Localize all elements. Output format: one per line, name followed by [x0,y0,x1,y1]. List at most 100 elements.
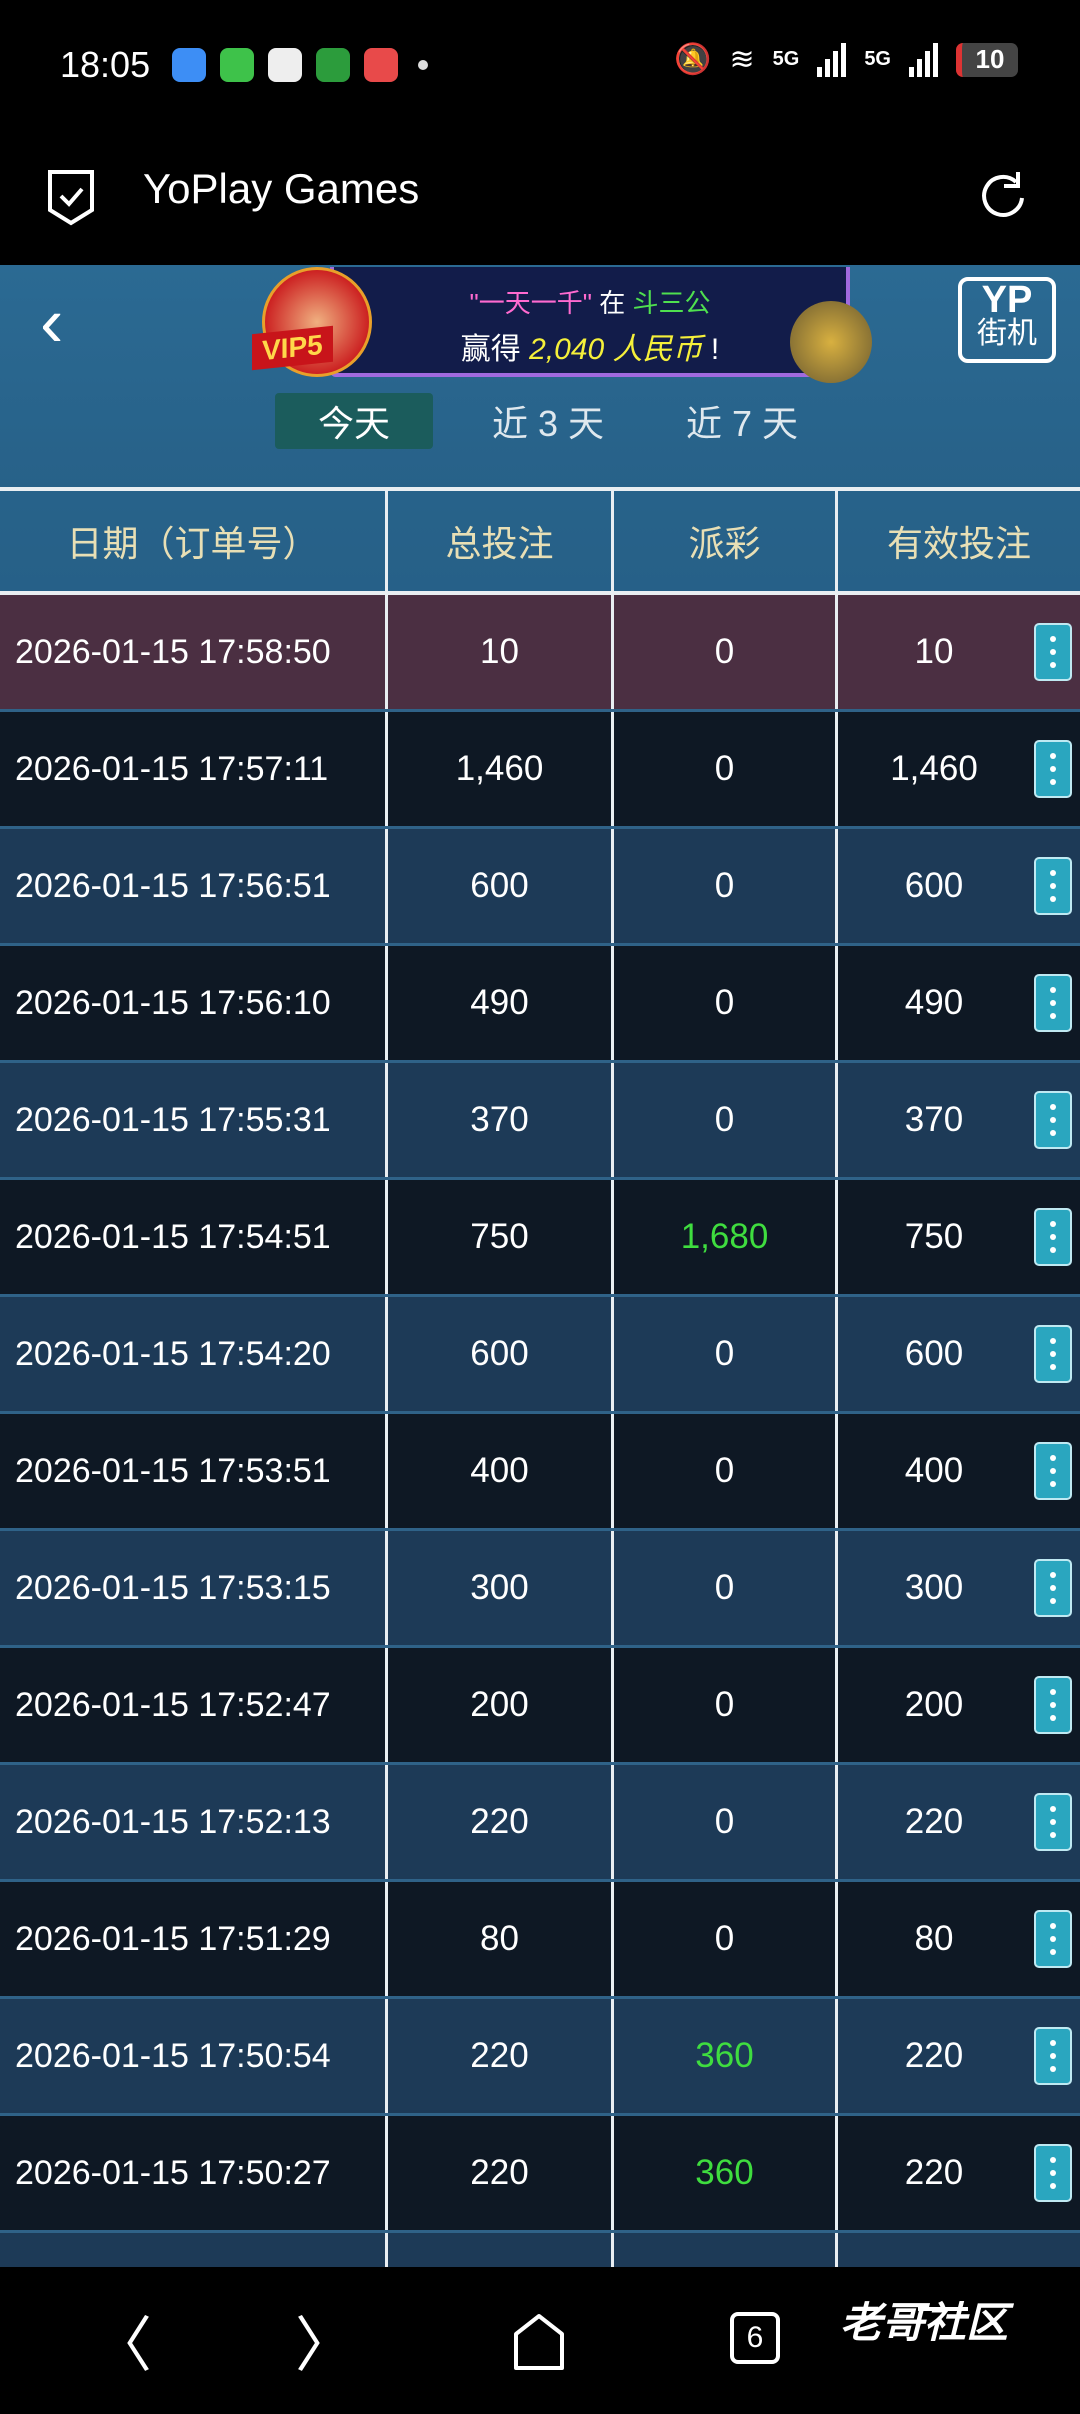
cell-payout: 1,680 [611,1180,835,1294]
cell-payout: 360 [611,1999,835,2113]
browser-nav-bar: 〈 〉 6 老哥社区 [0,2267,1080,2414]
more-options-button[interactable] [1034,2027,1072,2085]
cell-valid-bet: 370 [835,1063,1080,1177]
table-row: 2026-01-15 17:56:10 490 0 490 [0,946,1080,1063]
app-notification-icon [172,48,207,82]
table-row: 2026-01-15 17:54:20 600 0 600 [0,1297,1080,1414]
banner-quote: "一天一千" [469,288,592,318]
cell-total-bet: 300 [385,1531,611,1645]
home-icon[interactable] [512,2312,566,2372]
more-options-button[interactable] [1034,1442,1072,1500]
cell-date: 2026-01-15 17:53:51 [15,1451,331,1490]
cell-total-bet: 490 [385,946,611,1060]
cell-payout: 0 [611,712,835,826]
table-row: 2026-01-15 17:50:54 220 360 220 [0,1999,1080,2116]
cell-valid-bet: 600 [835,829,1080,943]
banner-exclaim: ! [710,333,720,366]
more-options-button[interactable] [1034,1676,1072,1734]
mute-icon: 🔕 [674,43,712,76]
cell-valid-bet: 1,460 [835,712,1080,826]
more-options-button[interactable] [1034,1793,1072,1851]
more-options-button[interactable] [1034,1208,1072,1266]
signal-2: 5G [864,48,891,70]
yp-arcade-button[interactable]: YP 街机 [958,277,1056,363]
status-time: 18:05 [60,44,151,85]
cell-valid-bet: 600 [835,1297,1080,1411]
cell-valid-bet: 750 [835,1180,1080,1294]
cell-date: 2026-01-15 17:55:31 [15,1100,331,1139]
table-row: 2026-01-15 17:57:11 1,460 0 1,460 [0,712,1080,829]
status-bar: 18:05 🔕 ≋ 5G 5G 10 [0,0,1080,130]
cell-date: 2026-01-15 17:50:54 [15,2036,331,2075]
more-options-button[interactable] [1034,857,1072,915]
cell-date: 2026-01-15 17:53:15 [15,1568,331,1607]
cell-date: 2026-01-15 17:56:10 [15,983,331,1022]
cell-valid-bet: 400 [835,1414,1080,1528]
more-options-button[interactable] [1034,2144,1072,2202]
video-icon [364,48,399,82]
cell-payout: 360 [611,2116,835,2230]
cell-total-bet: 220 [385,2116,611,2230]
signal-1: 5G [772,48,800,70]
table-row: 2026-01-15 17:52:47 200 0 200 [0,1648,1080,1765]
bet-history-table: 日期（订单号） 总投注 派彩 有效投注 2026-01-15 17:58:50 1… [0,487,1080,2267]
signal-bars-icon [909,42,938,77]
battery-indicator: 10 [956,42,1018,77]
cell-payout: 0 [611,1765,835,1879]
browser-toolbar: YoPlay Games [0,130,1080,265]
more-notifications-icon [418,60,429,70]
menu-icon[interactable] [918,2307,968,2311]
brand-bottom: 街机 [977,317,1037,350]
table-row: 2026-01-15 17:55:31 370 0 370 [0,1063,1080,1180]
more-options-button[interactable] [1034,1910,1072,1968]
cell-date: 2026-01-15 17:54:51 [15,1217,331,1256]
table-row: 2026-01-15 17:54:51 750 1,680 750 [0,1180,1080,1297]
cell-payout: 0 [611,1063,835,1177]
banner-game: 斗三公 [632,288,711,318]
cell-total-bet: 200 [385,1648,611,1762]
tab-7-days[interactable]: 近 7 天 [685,403,799,444]
more-options-button[interactable] [1034,1091,1072,1149]
table-row: 2026-01-15 17:53:15 300 0 300 [0,1531,1080,1648]
date-tabs: 今天 近 3 天 近 7 天 [275,393,857,449]
cell-valid-bet: 200 [835,1648,1080,1762]
more-options-button[interactable] [1034,1325,1072,1383]
header-total-bet: 总投注 [385,491,611,591]
table-row: 2026-01-15 17:58:50 10 0 10 [0,595,1080,712]
more-options-button[interactable] [1034,1559,1072,1617]
cell-total-bet: 80 [385,1882,611,1996]
cell-payout: 0 [611,1531,835,1645]
table-row: 2026-01-15 17:56:51 600 0 600 [0,829,1080,946]
game-view: ‹ "一天一千" 在 斗三公 赢得 2,040 人民币 ! VIP5 YP 街机… [0,265,1080,2267]
header-valid-bet: 有效投注 [835,491,1080,591]
cell-valid-bet: 220 [835,1765,1080,1879]
cell-valid-bet: 490 [835,946,1080,1060]
cell-total-bet: 10 [385,595,611,709]
cell-date: 2026-01-15 17:50:27 [15,2153,331,2192]
cell-total-bet: 370 [385,1063,611,1177]
cell-date: 2026-01-15 17:56:51 [15,866,331,905]
more-options-button[interactable] [1034,740,1072,798]
cell-date: 2026-01-15 17:52:13 [15,1802,331,1841]
cell-total-bet: 220 [385,1765,611,1879]
cell-valid-bet: 10 [835,595,1080,709]
more-options-button[interactable] [1034,623,1072,681]
back-button[interactable]: ‹ [40,283,64,361]
table-header: 日期（订单号） 总投注 派彩 有效投注 [0,491,1080,595]
table-row: 2026-01-15 17:53:51 400 0 400 [0,1414,1080,1531]
back-nav-icon[interactable]: 〈 [92,2312,152,2379]
reload-icon[interactable] [978,168,1030,224]
forward-nav-icon[interactable]: 〉 [295,2312,355,2379]
banner-at: 在 [599,288,626,318]
tab-3-days[interactable]: 近 3 天 [491,403,605,444]
cell-payout: 0 [611,1297,835,1411]
game-icon [790,301,872,383]
page-title: YoPlay Games [143,165,420,212]
app-notification-icon [268,48,303,82]
tabs-count-button[interactable]: 6 [730,2312,780,2364]
tab-today[interactable]: 今天 [275,393,433,449]
cell-valid-bet: 300 [835,1531,1080,1645]
shield-check-icon[interactable] [46,168,96,226]
more-options-button[interactable] [1034,974,1072,1032]
cell-valid-bet: 220 [835,1999,1080,2113]
